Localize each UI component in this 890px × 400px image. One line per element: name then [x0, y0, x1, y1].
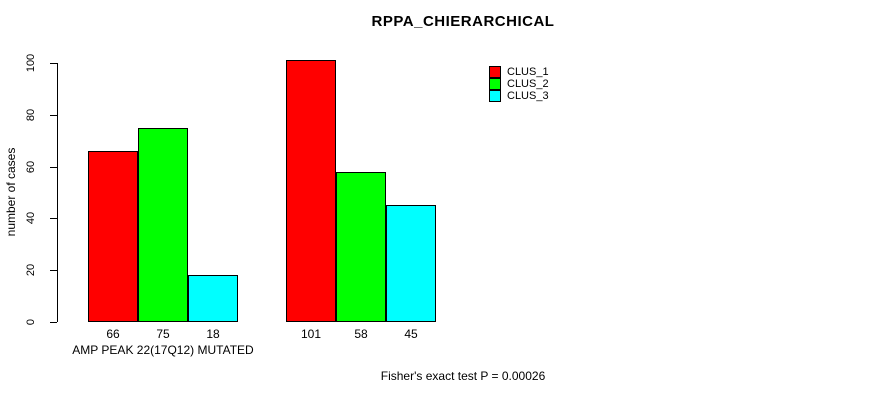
- y-tick-mark: [50, 115, 57, 116]
- bar-clus_2-group1: [138, 128, 188, 322]
- y-tick-label: 80: [25, 108, 37, 122]
- y-tick-label: 40: [25, 211, 37, 225]
- y-tick-label: 100: [25, 53, 37, 73]
- y-tick-mark: [50, 322, 57, 323]
- bar-value-label: 101: [300, 327, 322, 341]
- y-tick-mark: [50, 218, 57, 219]
- y-axis-line: [57, 63, 58, 322]
- chart-title: RPPA_CHIERARCHICAL: [371, 13, 555, 30]
- group-label: AMP PEAK 22(17Q12) MUTATED: [72, 343, 254, 357]
- legend-label: CLUS_3: [507, 90, 549, 102]
- bar-value-label: 45: [404, 327, 418, 341]
- bar-value-label: 66: [106, 327, 120, 341]
- y-axis-label: number of cases: [4, 147, 18, 237]
- legend-label: CLUS_1: [507, 66, 549, 78]
- legend-row: CLUS_3: [489, 90, 549, 102]
- bar-clus_1-group1: [88, 151, 138, 322]
- legend-row: CLUS_2: [489, 78, 549, 90]
- y-tick-mark: [50, 63, 57, 64]
- bar-value-label: 18: [206, 327, 220, 341]
- bar-clus_2-group2: [336, 172, 386, 322]
- y-tick-mark: [50, 270, 57, 271]
- y-tick-label: 0: [25, 318, 37, 326]
- legend-label: CLUS_2: [507, 78, 549, 90]
- bar-value-label: 58: [354, 327, 368, 341]
- legend-swatch-clus_1: [489, 66, 501, 78]
- y-tick-label: 20: [25, 263, 37, 277]
- legend-swatch-clus_2: [489, 78, 501, 90]
- legend-row: CLUS_1: [489, 66, 549, 78]
- bar-clus_3-group1: [188, 275, 238, 322]
- legend-swatch-clus_3: [489, 90, 501, 102]
- y-tick-label: 60: [25, 160, 37, 174]
- bar-value-label: 75: [156, 327, 170, 341]
- bar-clus_3-group2: [386, 205, 436, 322]
- bar-clus_1-group2: [286, 60, 336, 322]
- y-tick-mark: [50, 167, 57, 168]
- legend: CLUS_1 CLUS_2 CLUS_3: [489, 66, 549, 102]
- footnote: Fisher's exact test P = 0.00026: [380, 369, 546, 383]
